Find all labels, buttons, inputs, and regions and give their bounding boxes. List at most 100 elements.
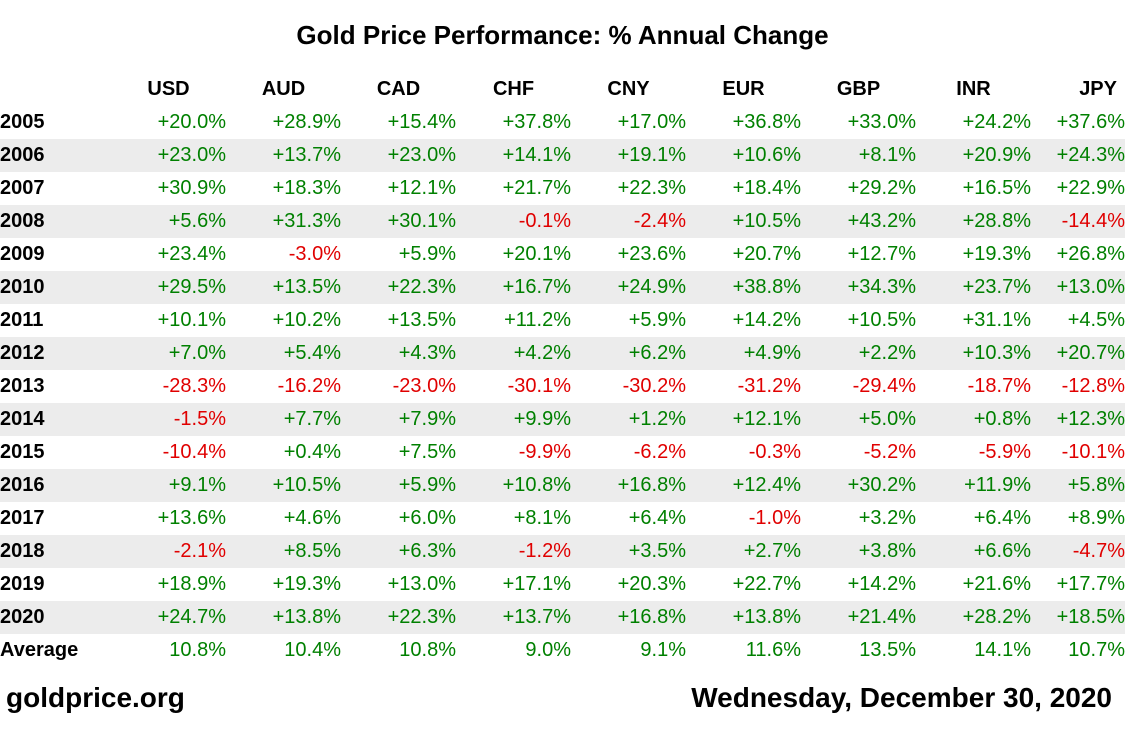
value-cell-cny: -30.2% [622,375,686,397]
value-cell-cny: +24.9% [571,271,686,304]
value-cell-cny: +16.8% [571,601,686,634]
value-cell-jpy: +26.8% [1056,243,1125,265]
value-cell-cad: +5.9% [341,469,456,502]
column-header-eur: EUR [722,77,765,100]
value-cell-aud: +8.5% [226,535,341,568]
value-cell-gbp: +14.2% [847,573,916,595]
value-cell-chf: 9.0% [525,639,571,661]
row-label: 2005 [0,111,45,133]
value-cell-aud: +5.4% [226,337,341,370]
table-row: 2016 +9.1% +10.5% +5.9% +10.8% +16.8% +12.4% +3… [0,469,1125,502]
value-cell-eur: 11.6% [745,639,801,661]
value-cell-inr: +6.6% [916,535,1031,568]
value-cell-eur: +18.4% [732,177,801,199]
value-cell-inr: +16.5% [962,177,1031,199]
value-cell-usd: -28.3% [162,375,226,397]
value-cell-jpy: +8.9% [1067,507,1125,529]
row-label: 2016 [0,469,111,502]
value-cell-gbp: -29.4% [852,375,916,397]
value-cell-usd: +7.0% [111,337,226,370]
value-cell-inr: 14.1% [974,639,1031,661]
column-header-gbp: GBP [836,77,881,100]
value-cell-inr: +28.2% [916,601,1031,634]
value-cell-jpy: -14.4% [1031,205,1125,238]
value-cell-eur: +12.1% [686,403,801,436]
value-cell-chf: +14.1% [456,139,571,172]
value-cell-gbp: +3.8% [801,535,916,568]
value-cell-aud: +10.2% [272,309,341,331]
value-cell-jpy: +17.7% [1056,573,1125,595]
table-row: 2017 +13.6% +4.6% +6.0% +8.1% +6.4% -1.0% +3.2%… [0,502,1125,535]
value-cell-jpy: +18.5% [1031,601,1125,634]
value-cell-usd: +20.0% [157,111,226,133]
value-cell-cny: +3.5% [571,535,686,568]
value-cell-usd: +13.6% [157,507,226,529]
value-cell-chf: +16.7% [456,271,571,304]
value-cell-cad: +30.1% [341,205,456,238]
value-cell-cny: +22.3% [617,177,686,199]
value-cell-gbp: +43.2% [801,205,916,238]
value-cell-inr: +20.9% [916,139,1031,172]
value-cell-eur: +20.7% [732,243,801,265]
value-cell-cny: 9.1% [640,639,686,661]
row-label: 2010 [0,271,111,304]
value-cell-eur: +22.7% [732,573,801,595]
row-label: 2012 [0,337,111,370]
column-header-jpy: JPY [1079,77,1117,100]
value-cell-cad: +23.0% [341,139,456,172]
value-cell-gbp: +34.3% [801,271,916,304]
value-cell-cad: +7.9% [341,403,456,436]
value-cell-aud: +13.7% [226,139,341,172]
value-cell-inr: +0.8% [916,403,1031,436]
value-cell-usd: -1.5% [111,403,226,436]
value-cell-inr: +31.1% [962,309,1031,331]
value-cell-eur: +10.5% [686,205,801,238]
value-cell-gbp: -5.2% [863,441,916,463]
value-cell-chf: +13.7% [456,601,571,634]
value-cell-cad: +13.0% [387,573,456,595]
table-row: 2012 +7.0% +5.4% +4.3% +4.2% +6.2% +4.9% +2.2% +… [0,337,1125,370]
source-label: goldprice.org [6,682,185,713]
value-cell-cad: +22.3% [341,601,456,634]
value-cell-usd: +5.6% [111,205,226,238]
value-cell-cad: +6.0% [398,507,456,529]
value-cell-aud: +31.3% [226,205,341,238]
value-cell-cad: +22.3% [341,271,456,304]
value-cell-chf: +8.1% [513,507,571,529]
value-cell-chf: -0.1% [456,205,571,238]
value-cell-cad: +12.1% [387,177,456,199]
value-cell-usd: +30.9% [157,177,226,199]
table-row: 2008 +5.6% +31.3% +30.1% -0.1% -2.4% +10.5% +43… [0,205,1125,238]
table-row: 2013 -28.3% -16.2% -23.0% -30.1% -30.2% -31.2%… [0,370,1125,403]
row-label: 2013 [0,375,45,397]
value-cell-gbp: +30.2% [801,469,916,502]
value-cell-cny: +20.3% [617,573,686,595]
value-cell-cad: +4.3% [341,337,456,370]
column-header-cny: CNY [607,77,650,100]
value-cell-jpy: +24.3% [1031,139,1125,172]
value-cell-cny: -6.2% [633,441,686,463]
row-label: 2007 [0,177,45,199]
value-cell-cad: 10.8% [399,639,456,661]
row-label: 2019 [0,573,45,595]
value-cell-aud: 10.4% [284,639,341,661]
value-cell-cny: +6.2% [571,337,686,370]
table-body: 2005 +20.0% +28.9% +15.4% +37.8% +17.0% +36.8%… [0,106,1125,667]
value-cell-gbp: +33.0% [847,111,916,133]
value-cell-eur: +14.2% [732,309,801,331]
value-cell-jpy: -12.8% [1061,375,1125,397]
value-cell-aud: +13.8% [226,601,341,634]
value-cell-eur: -0.3% [748,441,801,463]
value-cell-usd: +23.4% [157,243,226,265]
table-row: 2005 +20.0% +28.9% +15.4% +37.8% +17.0% +36.8%… [0,106,1125,139]
value-cell-chf: -30.1% [507,375,571,397]
value-cell-chf: +21.7% [502,177,571,199]
value-cell-chf: +37.8% [502,111,571,133]
value-cell-cny: +23.6% [617,243,686,265]
value-cell-cad: +6.3% [341,535,456,568]
value-cell-usd: 10.8% [169,639,226,661]
value-cell-aud: +28.9% [272,111,341,133]
value-cell-aud: +0.4% [283,441,341,463]
value-cell-gbp: +2.2% [801,337,916,370]
row-label: 2015 [0,441,45,463]
